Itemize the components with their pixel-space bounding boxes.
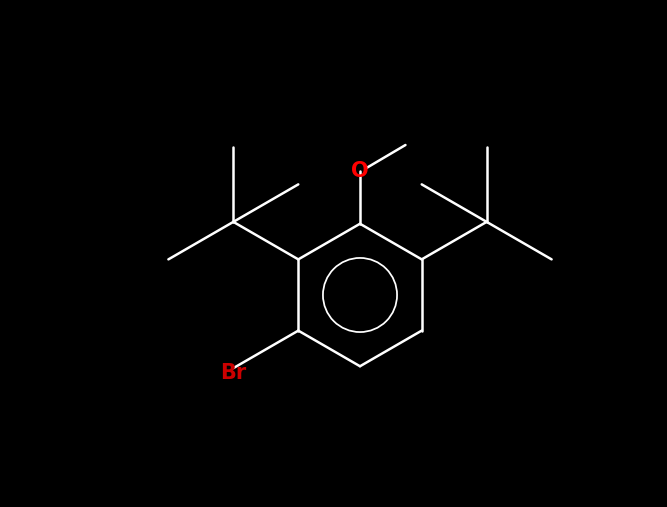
Text: O: O bbox=[352, 161, 369, 181]
Text: Br: Br bbox=[220, 363, 247, 383]
